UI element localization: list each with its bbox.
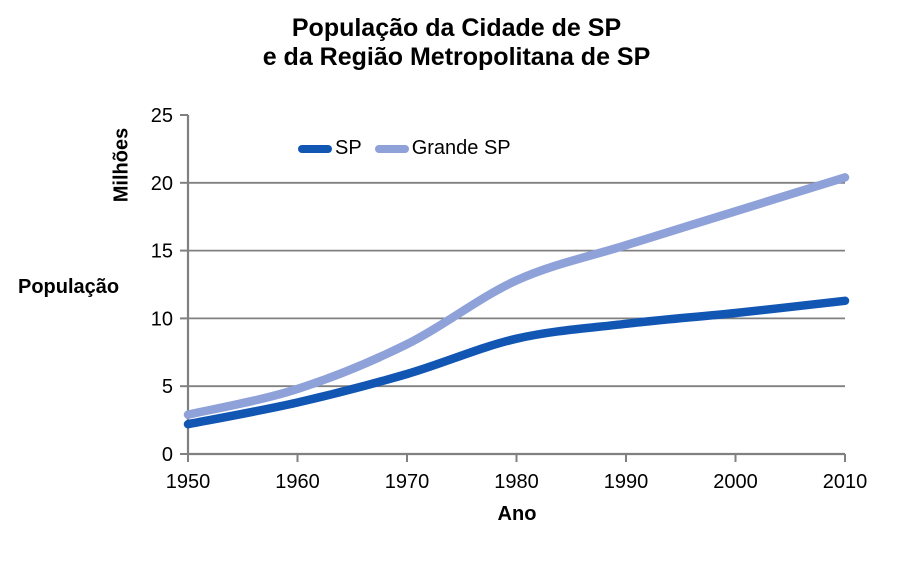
chart-title-line2: e da Região Metropolitana de SP — [262, 43, 651, 71]
chart-title: População da Cidade de SP e da Região Me… — [0, 14, 913, 72]
x-tick-label-2000: 2000 — [713, 471, 758, 493]
legend-item-sp: SP — [298, 137, 362, 160]
y-tick-label-20: 20 — [151, 173, 173, 195]
y-axis-side-label: População — [18, 276, 120, 298]
x-tick-label-1950: 1950 — [166, 471, 211, 493]
x-tick-label-1980: 1980 — [494, 471, 539, 493]
y-tick-label-10: 10 — [151, 308, 173, 330]
y-tick-label-5: 5 — [162, 376, 173, 398]
x-tick-label-2010: 2010 — [823, 471, 868, 493]
y-axis-title: Milhões — [110, 127, 133, 203]
legend-label-grande-sp: Grande SP — [411, 137, 511, 159]
y-tick-label-0: 0 — [162, 444, 173, 466]
x-tick-label-1970: 1970 — [385, 471, 430, 493]
y-tick-label-25: 25 — [151, 105, 173, 127]
x-tick-label-1990: 1990 — [604, 471, 649, 493]
x-axis-title: Ano — [497, 503, 537, 525]
legend: SP Grande SP — [298, 137, 511, 160]
series-line-sp — [183, 296, 850, 429]
legend-label-sp: SP — [335, 137, 362, 159]
series-line-grande-sp — [183, 173, 850, 419]
legend-item-grande-sp: Grande SP — [374, 137, 511, 160]
legend-swatch-grande-sp — [374, 144, 409, 153]
chart-title-line1: População da Cidade de SP — [291, 14, 622, 42]
legend-swatch-sp — [298, 144, 332, 153]
y-tick-label-15: 15 — [151, 241, 173, 263]
x-tick-label-1960: 1960 — [275, 471, 320, 493]
